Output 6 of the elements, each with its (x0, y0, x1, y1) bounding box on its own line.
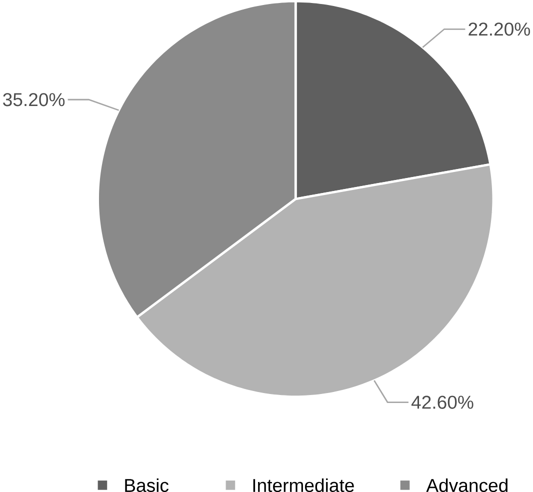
legend-label: Basic (125, 478, 168, 492)
data-label: 22.20% (468, 22, 530, 36)
data-label: 42.60% (411, 396, 474, 409)
data-label: 35.20% (3, 93, 65, 106)
legend-label: Advanced (426, 478, 508, 492)
legend-label: Intermediate (253, 478, 354, 492)
